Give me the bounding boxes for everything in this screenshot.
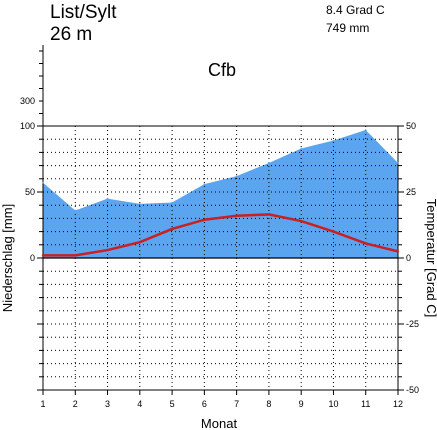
right-tick-label: 25 [406,187,416,197]
x-axis-label: Monat [201,416,238,430]
precipitation-point [42,181,44,184]
x-tick-label: 1 [40,399,45,409]
right-tick-label: -25 [406,319,419,329]
x-tick-label: 5 [170,399,175,409]
precipitation-point [171,201,173,204]
left-axis: 100 50 0 [20,121,43,391]
temperature-point [41,254,45,257]
x-tick-label: 2 [73,399,78,409]
y2-axis-label: Temperatur [Grad C] [424,199,437,318]
left-tick-label: 50 [25,187,35,197]
right-tick-label: 50 [406,121,416,131]
precipitation-point [332,139,335,142]
x-tick-label: 6 [202,399,207,409]
precipitation-points [42,129,399,212]
precipitation-point [74,209,77,212]
left-tick-label: 100 [20,121,35,131]
precipitation-area [43,129,398,258]
right-tick-label: 0 [406,253,411,263]
precipitation-point [300,147,302,150]
x-tick-label: 8 [266,399,271,409]
right-axis: 50 25 0 -25 -50 [398,121,419,395]
x-tick-label: 3 [105,399,110,409]
x-tick-label: 12 [393,399,403,409]
annual-precipitation: 749 mm [326,21,369,35]
x-tick-label: 10 [328,399,338,409]
x-tick-label: 4 [137,399,142,409]
station-name: List/Sylt [50,2,117,23]
temperature-point [235,214,238,217]
precipitation-point [235,175,238,177]
x-axis: 1 2 3 4 5 6 7 8 9 10 11 12 [40,390,403,409]
precipitation-point [106,197,109,200]
climate-class: Cfb [208,60,236,80]
temperature-point [396,250,400,253]
precipitation-point [268,162,270,164]
x-tick-label: 7 [234,399,239,409]
temperature-point [364,242,367,245]
temperature-line [43,213,399,257]
mean-temperature: 8.4 Grad C [326,3,385,17]
right-tick-label: -50 [406,385,419,395]
x-tick-label: 9 [299,399,304,409]
temperature-point [138,240,142,244]
temperature-point [299,219,303,223]
precipitation-point [139,203,141,205]
x-tick-label: 11 [361,399,370,409]
left-tick-label: 0 [30,253,35,263]
precipitation-point [364,129,367,131]
upper-precipitation-axis: 300 [20,50,43,114]
temperature-point [106,248,109,252]
station-elevation: 26 m [50,24,92,45]
upper-tick-label: 300 [20,96,35,106]
temperature-points [41,213,400,257]
temperature-point [74,254,77,257]
temperature-point [267,213,271,216]
temperature-point [203,218,206,221]
precipitation-point [397,162,399,164]
precipitation-point [203,183,206,185]
temperature-point [332,230,335,233]
temperature-point [170,227,174,231]
y-axis-label: Niederschlag [mm] [0,204,15,312]
